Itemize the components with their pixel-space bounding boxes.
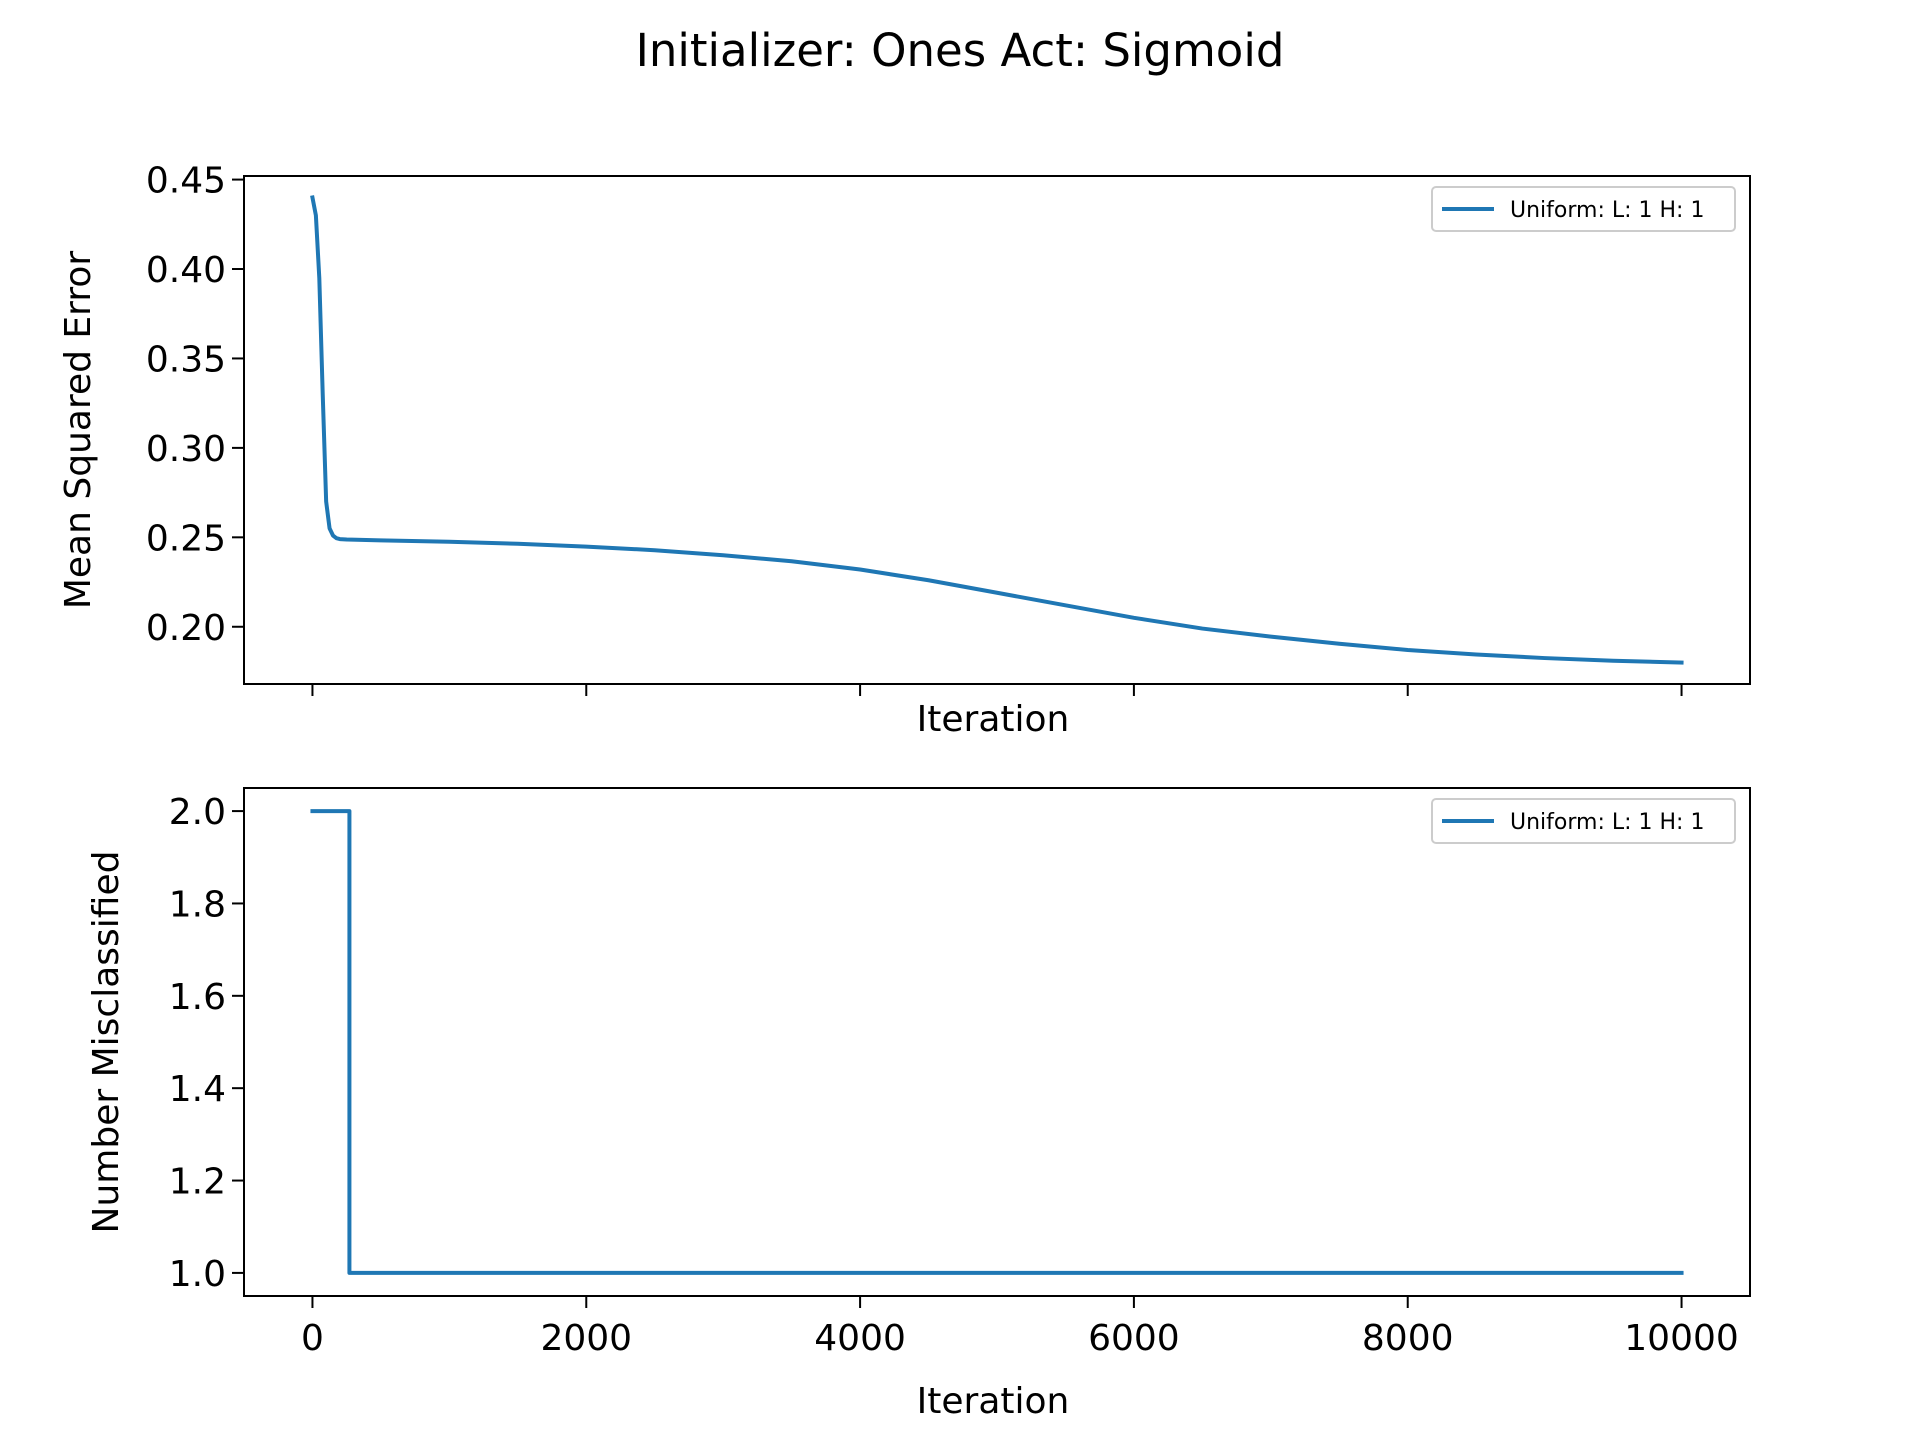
mse-y-axis-label: Mean Squared Error — [58, 251, 99, 610]
misclassified-panel: Number Misclassified Iteration 0 2000 4000… — [86, 787, 1751, 1422]
misclassified-x-tick-label: 8000 — [1362, 1318, 1454, 1359]
misclassified-y-tick-label: 1.8 — [169, 884, 226, 925]
misclassified-x-tick-label: 0 — [301, 1318, 324, 1359]
mse-axes-frame — [243, 175, 1751, 685]
misclassified-x-axis-label: Iteration — [917, 1381, 1070, 1422]
mse-series-line — [310, 195, 1684, 665]
mse-y-tick-label: 0.45 — [146, 161, 226, 202]
mse-legend-box — [1431, 186, 1736, 232]
mse-y-tick-label: 0.25 — [146, 518, 226, 559]
mse-panel: Mean Squared Error Iteration 0.20 0.25 0.3… — [58, 161, 1751, 740]
misclassified-y-axis-label: Number Misclassified — [86, 851, 127, 1234]
misclassified-x-tick-label: 2000 — [540, 1318, 632, 1359]
mse-y-tick-label: 0.40 — [146, 250, 226, 291]
misclassified-legend-box — [1431, 798, 1736, 844]
misclassified-x-tick-label: 6000 — [1088, 1318, 1180, 1359]
misclassified-y-tick-label: 1.2 — [169, 1162, 226, 1203]
misclassified-y-tick-label: 1.0 — [169, 1254, 226, 1295]
misclassified-x-tick-label: 4000 — [814, 1318, 906, 1359]
mse-legend-label: Uniform: L: 1 H: 1 — [1510, 198, 1704, 223]
mse-x-axis-label: Iteration — [917, 699, 1070, 740]
misclassified-x-tick-label: 10000 — [1624, 1318, 1739, 1359]
mse-legend: Uniform: L: 1 H: 1 — [1431, 186, 1736, 232]
misclassified-legend: Uniform: L: 1 H: 1 — [1431, 798, 1736, 844]
misclassified-y-tick-label: 2.0 — [169, 792, 226, 833]
mse-y-tick-label: 0.20 — [146, 608, 226, 649]
misclassified-axes-frame — [243, 787, 1751, 1297]
misclassified-y-tick-label: 1.4 — [169, 1069, 226, 1110]
misclassified-series-line — [310, 809, 1684, 1275]
misclassified-y-tick-label: 1.6 — [169, 977, 226, 1018]
mse-y-tick-label: 0.30 — [146, 429, 226, 470]
figure-title: Initializer: Ones Act: Sigmoid — [636, 24, 1285, 77]
misclassified-legend-label: Uniform: L: 1 H: 1 — [1510, 810, 1704, 835]
mse-y-tick-label: 0.35 — [146, 339, 226, 380]
